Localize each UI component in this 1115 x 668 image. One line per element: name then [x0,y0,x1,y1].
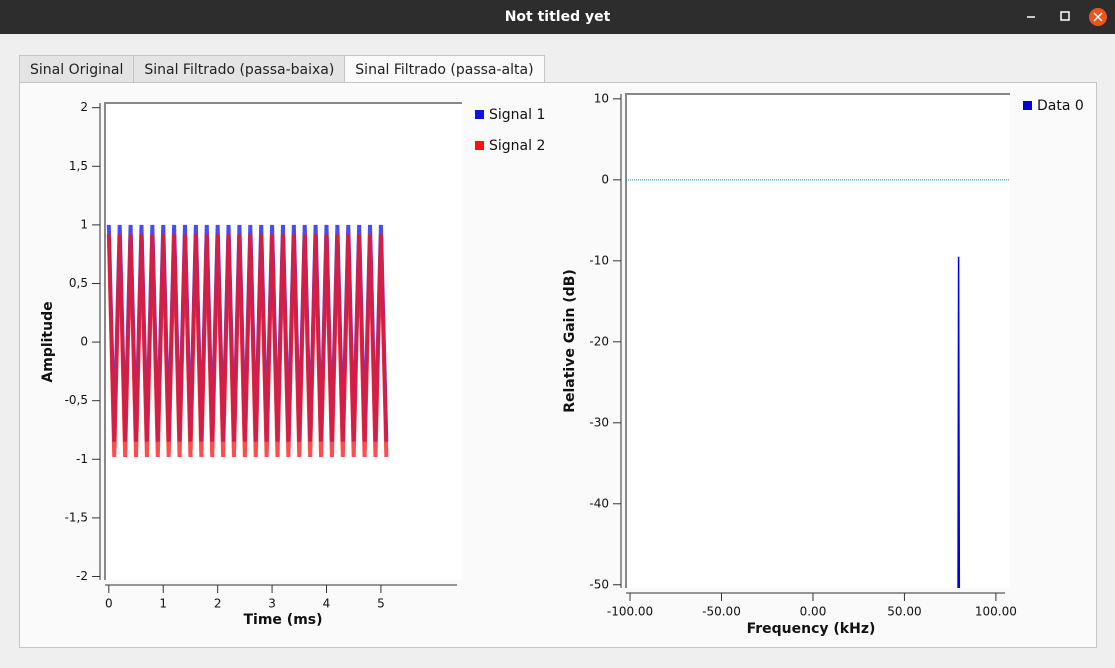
window-title: Not titled yet [0,0,1115,34]
plot-canvas [626,94,1010,588]
legend-swatch [475,141,484,150]
tab[interactable]: Sinal Original [19,55,135,82]
legend-label: Data 0 [1037,98,1084,114]
y-axis-label: Relative Gain (dB) [562,269,578,413]
y-tick-label: -50 [589,577,609,591]
y-tick-label: 0 [601,172,609,186]
tab-bar: Sinal Original Sinal Filtrado (passa-baix… [19,55,545,83]
x-axis-label: Frequency (kHz) [747,621,876,637]
x-axis-label: Time (ms) [243,612,322,628]
y-tick-label: 1,5 [69,159,88,173]
tab[interactable]: Sinal Filtrado (passa-alta) [344,55,545,83]
close-icon [1093,12,1103,22]
y-tick-label: -0,5 [65,393,88,407]
y-tick-label: 10 [594,91,609,105]
x-tick-label: 4 [323,597,331,611]
y-axis-label: Amplitude [40,301,56,382]
legend-label: Signal 1 [489,107,545,123]
y-tick-label: 0,5 [69,276,88,290]
x-tick-label: 0 [105,597,113,611]
x-tick-label: -50.00 [702,605,741,619]
y-tick-label: 1 [80,217,88,231]
x-tick-label: 50.00 [887,605,921,619]
x-tick-label: -100.00 [607,605,653,619]
x-tick-label: 5 [377,597,385,611]
y-tick-label: -10 [589,253,609,267]
series-line [957,256,961,589]
y-tick-label: 0 [80,335,88,349]
legend-swatch [1023,101,1032,110]
x-tick-label: 100.00 [975,605,1017,619]
series-line [106,234,389,457]
legend-label: Signal 2 [489,138,545,154]
y-tick-label: 2 [80,100,88,114]
y-tick-label: -20 [589,334,609,348]
y-tick-label: -30 [589,415,609,429]
window-controls [1027,8,1107,26]
x-tick-label: 3 [268,597,276,611]
y-tick-label: -40 [589,496,609,510]
tab[interactable]: Sinal Filtrado (passa-baixa) [133,55,346,82]
maximize-button[interactable] [1060,11,1070,21]
y-tick-label: -1 [76,452,88,466]
axis-frame [625,93,1010,588]
x-tick-label: 2 [214,597,222,611]
y-tick-label: -2 [76,569,88,583]
x-tick-label: 1 [159,597,167,611]
x-tick-label: 0.00 [800,605,827,619]
legend-swatch [475,110,484,119]
axis-frame [104,102,462,580]
y-tick-label: -1,5 [65,510,88,524]
